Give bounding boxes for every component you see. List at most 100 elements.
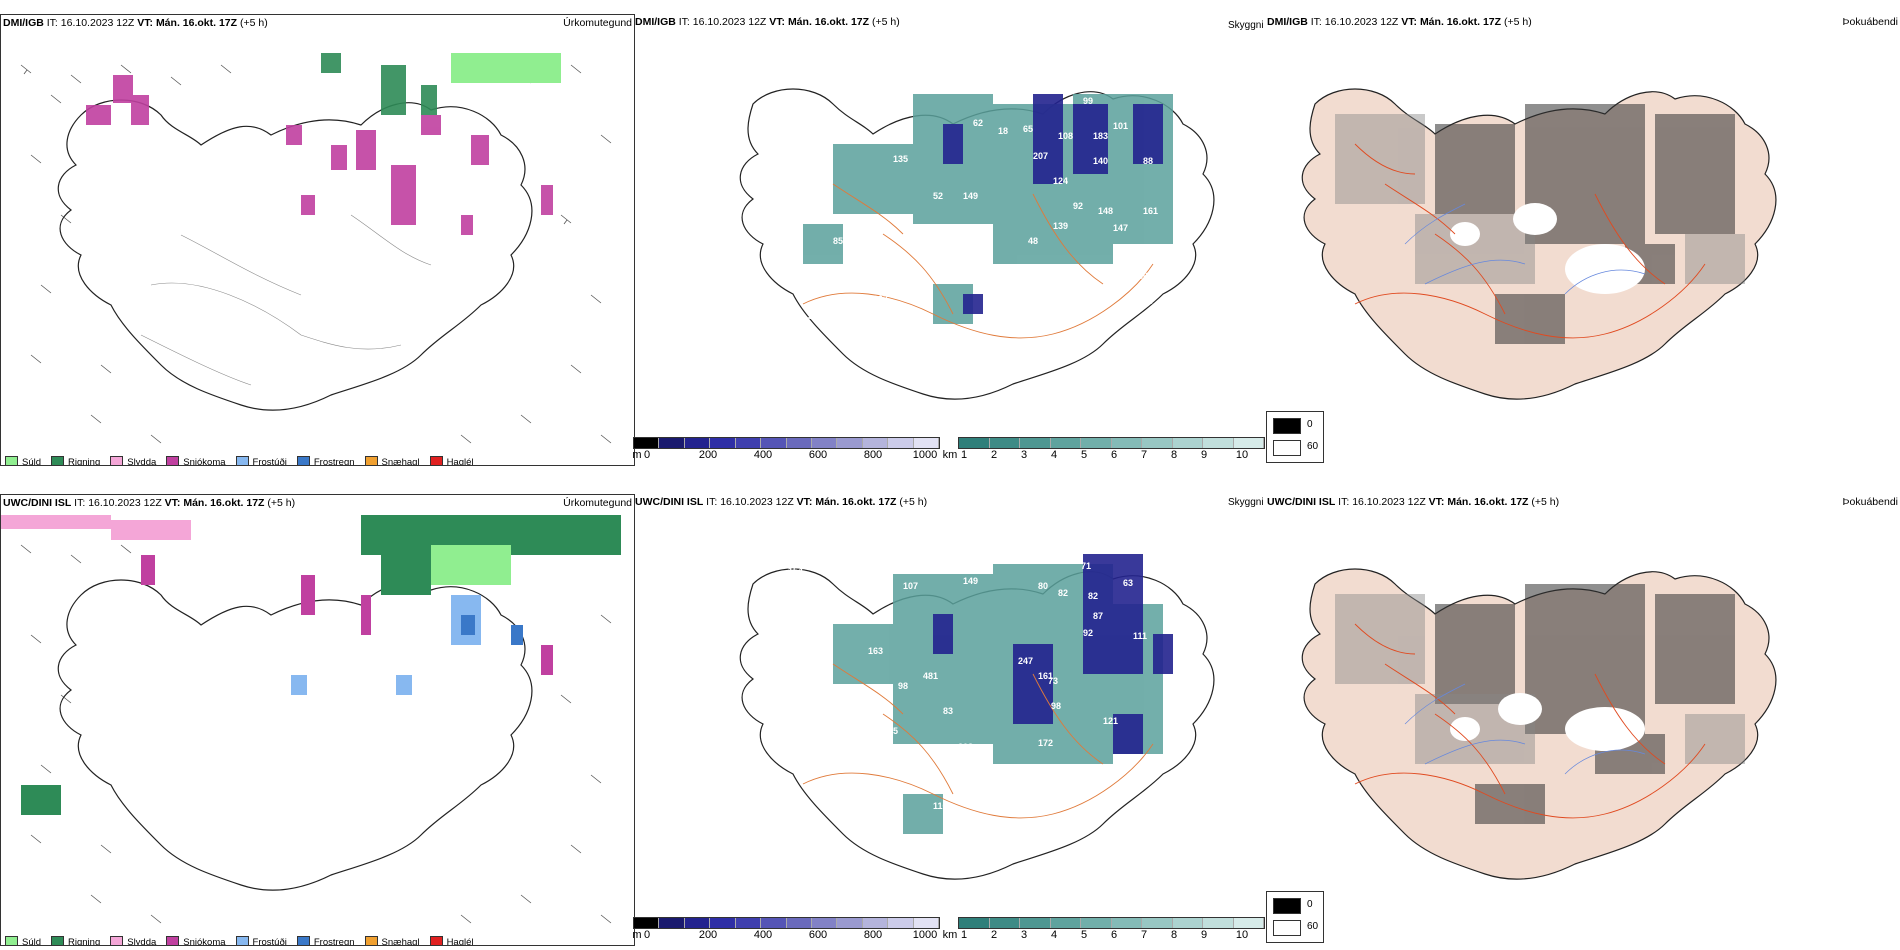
- colorbar-tick: 800: [863, 929, 883, 941]
- colorbar-segment: [862, 918, 889, 928]
- model-name: UWC/DINI ISL: [3, 497, 72, 509]
- vis-number: 172: [1038, 738, 1053, 748]
- fog-legend-row2: 0 60: [1266, 891, 1324, 943]
- vis-number: 180: [763, 556, 778, 566]
- vis-number: 183: [1093, 131, 1108, 141]
- panel-header: DMI/IGB IT: 16.10.2023 12Z VT: Mán. 16.o…: [1267, 16, 1898, 32]
- lead-time: (+5 h): [899, 496, 928, 508]
- vis-number: 180: [788, 104, 803, 114]
- colorbar-unit: m: [632, 929, 642, 941]
- legend-item: Frostregn: [296, 456, 355, 465]
- colorbar-segment: [1203, 918, 1234, 928]
- legend-item: Snjókoma: [166, 456, 226, 465]
- vis-number: 111: [1133, 631, 1147, 641]
- panel-header: DMI/IGB IT: 16.10.2023 12Z VT: Mán. 16.o…: [3, 17, 632, 33]
- panel-title: Þokuábendi: [1842, 16, 1898, 28]
- vis-number-labels: 180 154 97 107 149 71 63 80 82 82 87 92 …: [763, 556, 1147, 811]
- glaciers: [1450, 693, 1645, 751]
- roads: [1354, 623, 1706, 819]
- colorbar-segment: [1081, 918, 1112, 928]
- legend-item: Súld: [5, 936, 41, 945]
- vt-value: Mán. 16.okt. 17Z: [1447, 496, 1529, 508]
- it-value: 16.10.2023 12Z: [692, 16, 767, 28]
- colorbar-segment: [1203, 438, 1234, 448]
- colorbar-segment: [634, 918, 660, 928]
- vt-label: VT:: [164, 497, 181, 509]
- fog-legend-tick: 0: [1307, 419, 1313, 430]
- vis-number: 481: [923, 671, 938, 681]
- vis-number: 18: [998, 126, 1008, 136]
- fog-map: [1301, 568, 1777, 880]
- vis-number: 98: [898, 681, 908, 691]
- wind-barbs: [20, 544, 612, 924]
- vis-number: 52: [933, 191, 943, 201]
- vis-number: 107: [873, 294, 888, 304]
- colorbar-tick: 200: [698, 449, 718, 461]
- coastline: [57, 99, 533, 411]
- vis-number: 208: [958, 742, 973, 752]
- colorbar-tick: 400: [753, 449, 773, 461]
- panel-header: UWC/DINI ISL IT: 16.10.2023 12Z VT: Mán.…: [1267, 496, 1898, 512]
- snow-areas: [86, 75, 553, 235]
- lead-time: (+5 h): [239, 17, 268, 29]
- vis-colorbar-m-row2: [633, 917, 940, 929]
- vis-number: 249: [1018, 311, 1033, 321]
- vt-label: VT:: [769, 16, 786, 28]
- colorbar-tick: 1000: [912, 929, 938, 941]
- vis-number: 35: [888, 726, 898, 736]
- colorbar-segment: [659, 438, 685, 448]
- colorbar-segment: [684, 438, 711, 448]
- colorbar-tick: 5: [1080, 929, 1088, 941]
- it-label: IT:: [74, 497, 86, 509]
- legend-item: Slydda: [110, 936, 156, 945]
- drizzle-areas: [431, 545, 511, 585]
- wind-barbs: [20, 64, 612, 444]
- vis-number: 73: [1048, 676, 1058, 686]
- vis-number-labels: 119 180 331 291 32 280 68 352 90 85 396 …: [753, 96, 1188, 388]
- vis-number: 396: [843, 238, 858, 248]
- fog-dark-areas: [1435, 104, 1735, 344]
- snow-areas: [141, 555, 553, 675]
- colorbar-tick: 10: [1235, 449, 1249, 461]
- colorbar-segment: [888, 918, 914, 928]
- legend-item: Snjókoma: [166, 936, 226, 945]
- fog-legend-tick: 60: [1307, 441, 1319, 452]
- legend-item: Slydda: [110, 456, 156, 465]
- roads: [1354, 143, 1706, 339]
- vis-number: 99: [1083, 96, 1093, 106]
- colorbar-segment: [1111, 918, 1142, 928]
- vis-number: 148: [1098, 206, 1113, 216]
- vis-m-areas: [933, 554, 1173, 754]
- vis-number: 63: [1123, 578, 1133, 588]
- it-label: IT:: [1310, 16, 1322, 28]
- vis-number: 140: [1093, 156, 1108, 166]
- model-name: UWC/DINI ISL: [635, 496, 704, 508]
- vis-title-row1: Skyggni: [1228, 20, 1264, 31]
- panel-title: Úrkomutegund: [563, 17, 632, 29]
- legend-item: Rigning: [51, 936, 100, 945]
- vis-number: 121: [1103, 716, 1118, 726]
- vis-colorbar-km-row1: [958, 437, 1265, 449]
- vis-colorbar-km-row2: [958, 917, 1265, 929]
- legend-item: Rigning: [51, 456, 100, 465]
- vt-value: Mán. 16.okt. 17Z: [155, 17, 238, 29]
- model-name: DMI/IGB: [635, 16, 676, 28]
- colorbar-segment: [1172, 438, 1203, 448]
- colorbar-segment: [710, 918, 736, 928]
- colorbar-tick: 9: [1200, 449, 1208, 461]
- rivers: [1404, 683, 1646, 775]
- vis-number: 124: [1053, 176, 1068, 186]
- vis-number: 97: [793, 591, 803, 601]
- vis-number: 68: [783, 161, 793, 171]
- vis-number: 154: [788, 566, 803, 576]
- colorbar-tick: 9: [1200, 929, 1208, 941]
- it-value: 16.10.2023 12Z: [60, 17, 135, 29]
- glaciers: [1450, 203, 1645, 294]
- vis-colorbar-m-labels-row1: m 0 200 400 600 800 1000: [632, 449, 938, 463]
- colorbar-segment: [1020, 918, 1051, 928]
- vis-number: 147: [1113, 223, 1128, 233]
- vt-label: VT:: [796, 496, 813, 508]
- vis-colorbar-km-labels-row2: km 1 2 3 4 5 6 7 8 9 10: [942, 929, 1263, 943]
- fog-light-areas: [1335, 594, 1745, 764]
- colorbar-tick: 4: [1050, 929, 1058, 941]
